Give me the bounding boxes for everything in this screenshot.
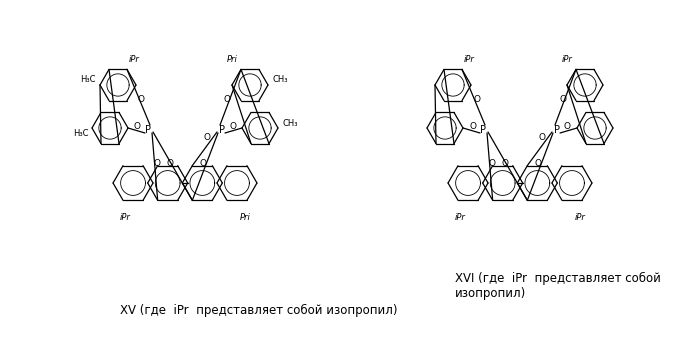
Text: iPr: iPr bbox=[575, 213, 585, 221]
Text: iPr: iPr bbox=[463, 55, 475, 63]
Text: O: O bbox=[489, 159, 496, 168]
Text: iPr: iPr bbox=[129, 55, 139, 63]
Text: O: O bbox=[166, 159, 173, 168]
Text: Pri: Pri bbox=[239, 213, 251, 221]
Text: XV (где  iPr  представляет собой изопропил): XV (где iPr представляет собой изопропил… bbox=[120, 303, 398, 316]
Text: O: O bbox=[473, 95, 480, 104]
Text: O: O bbox=[138, 95, 145, 104]
Text: O: O bbox=[564, 122, 571, 131]
Text: CH₃: CH₃ bbox=[273, 75, 288, 84]
Text: iPr: iPr bbox=[120, 213, 130, 221]
Text: P: P bbox=[480, 125, 486, 135]
Text: O: O bbox=[224, 95, 231, 104]
Text: изопропил): изопропил) bbox=[455, 288, 526, 301]
Text: P: P bbox=[554, 125, 560, 135]
Text: O: O bbox=[469, 122, 476, 131]
Text: O: O bbox=[229, 122, 236, 131]
Text: O: O bbox=[153, 159, 160, 168]
Text: P: P bbox=[219, 125, 225, 135]
Text: CH₃: CH₃ bbox=[283, 119, 298, 127]
Text: O: O bbox=[535, 159, 542, 168]
Text: O: O bbox=[204, 133, 211, 143]
Text: P: P bbox=[145, 125, 151, 135]
Text: O: O bbox=[538, 133, 545, 143]
Text: H₃C: H₃C bbox=[74, 128, 89, 138]
Text: O: O bbox=[501, 159, 508, 168]
Text: iPr: iPr bbox=[454, 213, 466, 221]
Text: O: O bbox=[134, 122, 141, 131]
Text: H₃C: H₃C bbox=[80, 75, 95, 84]
Text: O: O bbox=[559, 95, 566, 104]
Text: XVI (где  iPr  представляет собой: XVI (где iPr представляет собой bbox=[455, 271, 661, 284]
Text: O: O bbox=[199, 159, 206, 168]
Text: Pri: Pri bbox=[227, 55, 237, 63]
Text: iPr: iPr bbox=[561, 55, 573, 63]
